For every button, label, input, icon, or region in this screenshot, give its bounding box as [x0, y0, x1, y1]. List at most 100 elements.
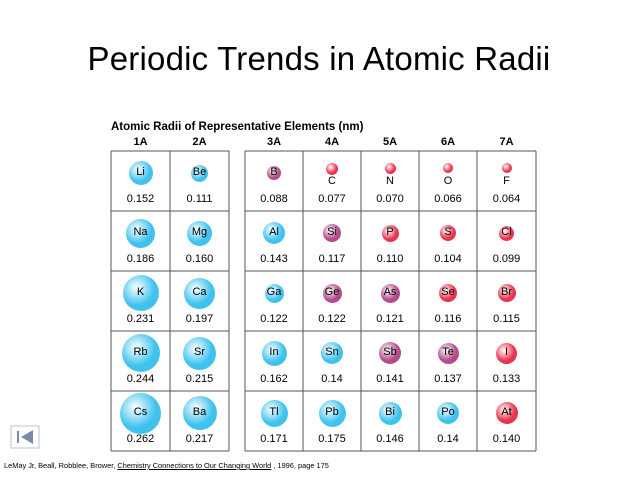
atomic-radius-value: 0.197	[185, 313, 214, 325]
element-symbol: Sn	[325, 346, 339, 358]
element-cell: Cs 0.262	[111, 391, 170, 451]
atom-sphere-icon	[122, 275, 159, 311]
element-cell: C 0.077	[303, 151, 361, 211]
element-symbol: Al	[269, 226, 279, 238]
atom-sphere-icon	[496, 342, 517, 364]
atomic-radius-value: 0.14	[437, 433, 459, 445]
element-symbol: B	[270, 166, 278, 178]
atom-sphere-icon	[191, 164, 208, 182]
element-symbol: S	[444, 226, 452, 238]
element-cell: Mg 0.160	[170, 211, 229, 271]
atom-sphere-icon	[318, 399, 346, 427]
element-symbol: Na	[133, 226, 148, 238]
atom-sphere-icon	[501, 163, 512, 173]
element-cell: Ca 0.197	[170, 271, 229, 331]
atomic-radius-value: 0.160	[185, 253, 214, 265]
element-cell: N 0.070	[361, 151, 419, 211]
atomic-radius-value: 0.141	[376, 373, 404, 385]
atomic-radius-value: 0.099	[492, 253, 521, 265]
element-cell: S 0.104	[419, 211, 477, 271]
element-cell: Pb 0.175	[303, 391, 361, 451]
element-cell: As 0.121	[361, 271, 419, 331]
atomic-radius-value: 0.143	[260, 253, 288, 265]
group-header: 4A	[324, 136, 340, 148]
element-cell: In 0.162	[245, 331, 303, 391]
element-cell: Sr 0.215	[170, 331, 229, 391]
group-header: 7A	[499, 136, 514, 148]
group-header: 5A	[382, 136, 398, 148]
group-header: 2A	[192, 136, 207, 148]
atomic-radius-value: 0.088	[260, 193, 288, 205]
element-symbol: Mg	[191, 226, 208, 238]
element-symbol: Cl	[501, 226, 512, 238]
citation: LeMay Jr, Beall, Robblee, Brower, Chemis…	[4, 461, 329, 470]
element-symbol: O	[443, 175, 453, 187]
element-cell: Rb 0.244	[111, 331, 170, 391]
atom-sphere-icon	[121, 334, 160, 372]
element-cell: I 0.133	[477, 331, 536, 391]
atom-sphere-icon	[182, 396, 217, 430]
element-symbol: Tl	[269, 406, 279, 418]
atom-sphere-icon	[263, 222, 285, 244]
element-symbol: Pb	[325, 406, 339, 418]
atomic-radius-value: 0.137	[434, 373, 462, 385]
element-symbol: Ba	[192, 406, 207, 418]
element-symbol: Sr	[194, 346, 205, 358]
element-symbol: Ca	[192, 286, 207, 298]
atom-sphere-icon	[443, 163, 453, 173]
atomic-radius-value: 0.215	[185, 373, 214, 385]
element-cell: Be 0.111	[170, 151, 229, 211]
element-symbol: I	[504, 346, 509, 358]
atom-sphere-icon	[126, 218, 155, 248]
figure-title: Atomic Radii of Representative Elements …	[111, 121, 364, 133]
element-symbol: F	[503, 175, 510, 187]
element-symbol: Cs	[133, 406, 148, 418]
atomic-radius-value: 0.133	[492, 373, 521, 385]
atom-sphere-icon	[322, 283, 342, 303]
atom-sphere-icon	[384, 163, 396, 174]
element-cell: Br 0.115	[477, 271, 536, 331]
previous-slide-button[interactable]	[10, 425, 40, 449]
element-cell: Po 0.14	[419, 391, 477, 451]
atomic-radius-value: 0.217	[185, 433, 214, 445]
atomic-radius-value: 0.162	[260, 373, 288, 385]
atomic-radius-value: 0.146	[376, 433, 404, 445]
group-header: 1A	[133, 136, 148, 148]
atomic-radius-value: 0.104	[434, 253, 462, 265]
element-symbol: Li	[136, 166, 145, 178]
element-cell: Na 0.186	[111, 211, 170, 271]
atom-sphere-icon	[264, 283, 284, 303]
element-cell: B 0.088	[245, 151, 303, 211]
atomic-radius-value: 0.14	[321, 373, 343, 385]
element-cell: Te 0.137	[419, 331, 477, 391]
citation-details: , 1996, page 175	[271, 461, 329, 470]
element-symbol: P	[386, 226, 394, 238]
element-cell: Ba 0.217	[170, 391, 229, 451]
element-cell: O 0.066	[419, 151, 477, 211]
atomic-radius-value: 0.110	[376, 253, 404, 265]
element-symbol: At	[501, 406, 512, 418]
element-symbol: Se	[441, 286, 455, 298]
atom-sphere-icon	[378, 401, 402, 425]
element-cell: Sb 0.141	[361, 331, 419, 391]
element-symbol: Sb	[383, 346, 397, 358]
atomic-radius-value: 0.122	[260, 313, 288, 325]
element-symbol: C	[328, 175, 336, 187]
atom-sphere-icon	[323, 224, 341, 242]
atomic-radius-value: 0.066	[434, 193, 462, 205]
atomic-radius-value: 0.231	[126, 313, 155, 325]
atom-sphere-icon	[321, 342, 343, 364]
atomic-radius-value: 0.121	[376, 313, 404, 325]
element-symbol: Ge	[324, 286, 340, 298]
atom-sphere-icon	[497, 284, 516, 302]
atom-sphere-icon	[260, 399, 288, 427]
atom-sphere-icon	[439, 284, 457, 302]
atomic-radius-value: 0.077	[318, 193, 346, 205]
element-cell: Tl 0.171	[245, 391, 303, 451]
element-cell: Sn 0.14	[303, 331, 361, 391]
element-symbol: Br	[501, 286, 512, 298]
atom-sphere-icon	[495, 402, 518, 424]
element-cell: P 0.110	[361, 211, 419, 271]
atomic-radius-value: 0.262	[126, 433, 155, 445]
atom-sphere-icon	[187, 220, 212, 246]
